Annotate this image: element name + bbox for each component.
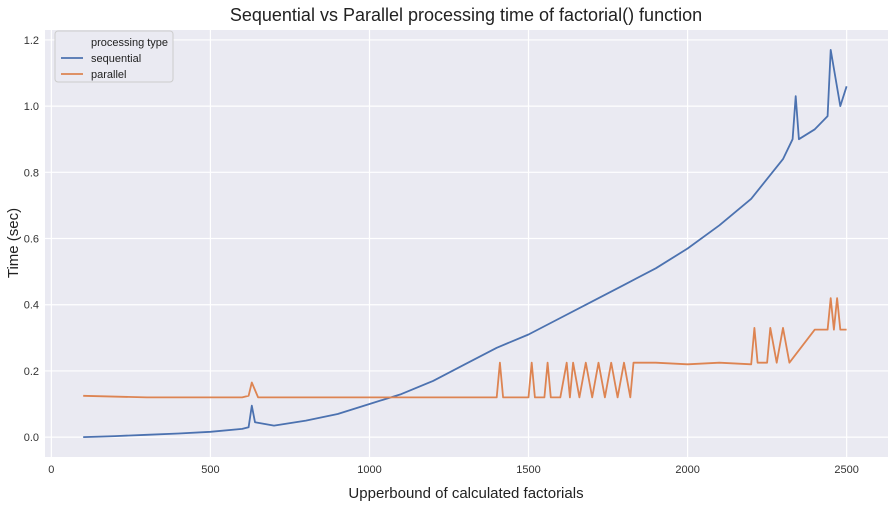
- x-tick-label: 1500: [516, 464, 540, 476]
- series-line-sequential: [83, 49, 848, 438]
- y-axis: 0.0 0.2 0.4 0.6 0.8 1.0 1.2: [24, 35, 39, 444]
- x-tick-label: 2000: [675, 464, 699, 476]
- y-tick-label: 0.2: [24, 366, 39, 378]
- chart-title: Sequential vs Parallel processing time o…: [230, 5, 702, 25]
- y-tick-label: 0.4: [24, 300, 39, 312]
- series-layer: [83, 49, 848, 438]
- y-tick-label: 1.2: [24, 35, 39, 47]
- x-tick-label: 1000: [357, 464, 381, 476]
- x-axis-label: Upperbound of calculated factorials: [348, 485, 583, 502]
- x-tick-label: 0: [48, 464, 54, 476]
- x-tick-label: 2500: [834, 464, 858, 476]
- legend-box: [54, 30, 174, 83]
- y-axis-label: Time (sec): [5, 208, 22, 278]
- legend: processing type sequential parallel: [54, 30, 174, 83]
- x-tick-label: 500: [201, 464, 219, 476]
- plot-area: [45, 30, 888, 457]
- legend-label-parallel: parallel: [91, 69, 126, 81]
- legend-label-sequential: sequential: [91, 53, 141, 65]
- y-tick-label: 0.0: [24, 432, 39, 444]
- y-tick-label: 1.0: [24, 101, 39, 113]
- legend-title: processing type: [91, 37, 168, 49]
- y-tick-label: 0.8: [24, 167, 39, 179]
- grid: [45, 30, 888, 457]
- x-axis: 0 500 1000 1500 2000 2500: [48, 464, 859, 476]
- y-tick-label: 0.6: [24, 234, 39, 246]
- series-line-parallel: [83, 297, 847, 399]
